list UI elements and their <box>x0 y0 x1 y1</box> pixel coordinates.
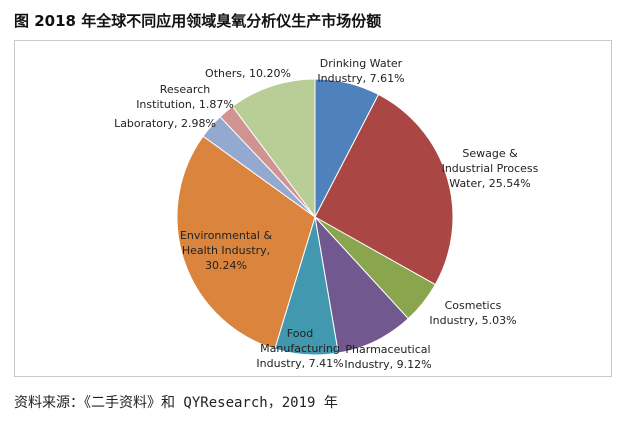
figure-title: 图 2018 年全球不同应用领域臭氧分析仪生产市场份额 <box>14 12 382 30</box>
pie-slice-environmental-and-health-industry <box>176 135 316 350</box>
slice-label-sewage-and-industrial-process-water: Sewage & Industrial Process Water, 25.54% <box>442 147 539 190</box>
slice-label-laboratory: Laboratory, 2.98% <box>114 117 216 130</box>
pie-slice-sewage-and-industrial-process-water <box>314 93 454 286</box>
pie-slice-pharmaceutical-industry <box>314 215 410 354</box>
pie-chart-area: Drinking Water Industry, 7.61% Sewage & Ind… <box>14 40 612 377</box>
slice-label-cosmetics-industry: Cosmetics Industry, 5.03% <box>429 299 516 327</box>
slice-label-drinking-water-industry: Drinking Water Industry, 7.61% <box>317 57 404 85</box>
slice-label-pharmaceutical-industry: Pharmaceutical Industry, 9.12% <box>344 343 431 371</box>
pie-chart: Drinking Water Industry, 7.61% Sewage & Ind… <box>114 57 539 371</box>
slice-label-food-manufacturing-industry: Food Manufacturing Industry, 7.41% <box>256 327 343 370</box>
slice-label-others: Others, 10.20% <box>205 67 291 80</box>
slice-label-environmental-and-health-industry: Environmental & Health Industry, 30.24% <box>180 229 273 272</box>
source-note: 资料来源：《二手资料》和 QYResearch，2019 年 <box>14 395 338 411</box>
slice-label-research-institution: Research Institution, 1.87% <box>136 83 234 111</box>
pie-slice-others <box>231 78 316 219</box>
